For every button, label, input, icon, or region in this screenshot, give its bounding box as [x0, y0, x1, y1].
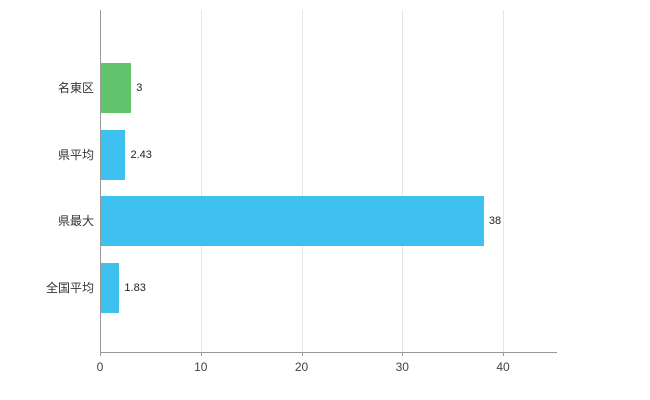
gridline	[200, 10, 202, 352]
x-tick-label: 20	[294, 360, 309, 374]
bar	[101, 63, 132, 114]
y-axis-line	[100, 10, 101, 352]
gridline	[301, 10, 303, 352]
x-tick-label: 0	[96, 360, 104, 374]
y-axis-label: 県平均	[57, 147, 94, 162]
x-tick-mark	[503, 352, 504, 356]
bar-value-label: 38	[488, 215, 502, 228]
gridline	[503, 10, 504, 352]
bar	[101, 262, 120, 313]
bar	[101, 129, 126, 180]
y-axis-label: 名東区	[57, 81, 94, 96]
bar	[101, 196, 484, 247]
x-tick-mark	[402, 352, 404, 356]
bar-value-label: 2.43	[130, 148, 152, 161]
y-axis-label: 全国平均	[45, 280, 94, 295]
x-tick-mark	[301, 352, 303, 356]
bar-value-label: 3	[136, 82, 143, 95]
y-axis-label: 県最大	[57, 214, 94, 229]
x-tick-label: 40	[496, 360, 510, 374]
x-tick-label: 30	[395, 360, 409, 374]
gridline	[402, 10, 404, 352]
x-tick-label: 10	[194, 360, 208, 374]
x-tick-mark	[100, 352, 101, 356]
x-tick-mark	[200, 352, 202, 356]
bar-value-label: 1.83	[124, 281, 146, 294]
x-axis-line	[100, 352, 557, 353]
